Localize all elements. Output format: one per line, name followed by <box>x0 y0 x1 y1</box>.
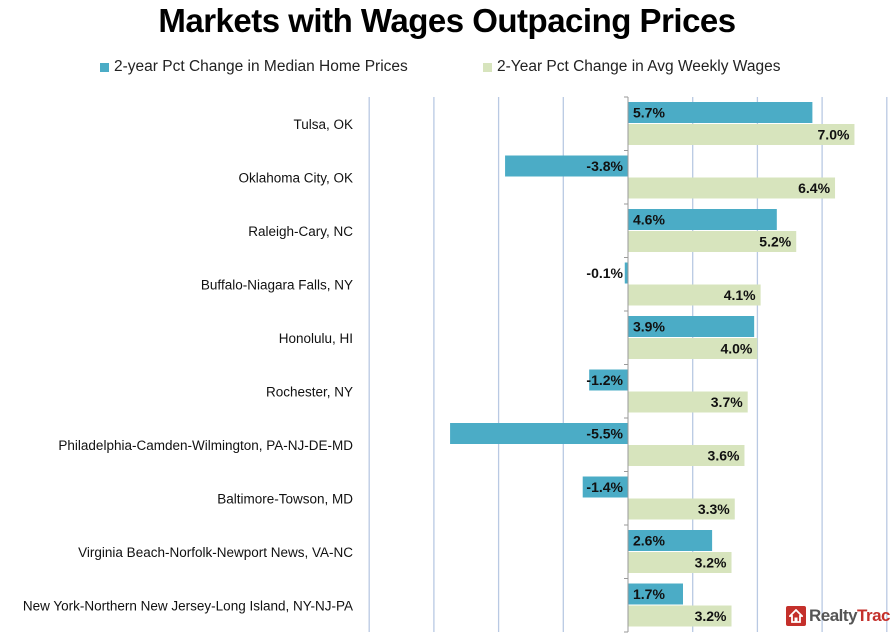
data-label-home-prices: -3.8% <box>586 158 623 174</box>
zero-axis <box>624 96 629 633</box>
data-label-wages: 3.2% <box>695 608 727 624</box>
bar-home-prices <box>505 155 628 177</box>
data-label-wages: 3.2% <box>695 555 727 571</box>
bar-home-prices <box>582 476 628 498</box>
realtytrac-logo: Realty Trac <box>786 606 891 626</box>
data-label-wages: 6.4% <box>798 180 830 196</box>
bar-wages <box>628 284 761 306</box>
category-label: Tulsa, OK <box>293 117 353 132</box>
bar-wages <box>628 338 758 359</box>
category-label: Honolulu, HI <box>279 331 353 346</box>
bar-wages <box>628 124 855 145</box>
data-label-wages: 4.0% <box>720 341 752 357</box>
category-labels: Tulsa, OK Oklahoma City, OK Raleigh-Cary, … <box>23 117 353 614</box>
data-label-home-prices: 4.6% <box>633 212 665 228</box>
bar-wages <box>628 498 735 520</box>
bar-home-prices <box>628 530 713 551</box>
data-label-home-prices: 1.7% <box>633 586 665 602</box>
data-label-home-prices: -5.5% <box>586 426 623 442</box>
bars <box>450 102 855 627</box>
legend-item-home-prices: 2-year Pct Change in Median Home Prices <box>100 58 408 76</box>
data-label-home-prices: -0.1% <box>586 265 623 281</box>
category-label: Philadelphia-Camden-Wilmington, PA-NJ-DE… <box>58 438 353 453</box>
bar-wages <box>628 445 745 466</box>
bar-home-prices <box>628 102 813 123</box>
chart-title: Markets with Wages Outpacing Prices <box>158 2 736 39</box>
data-label-home-prices: -1.4% <box>586 479 623 495</box>
bar-wages <box>628 605 732 627</box>
data-label-home-prices: -1.2% <box>586 372 623 388</box>
bar-home-prices <box>589 369 628 391</box>
data-label-wages: 5.2% <box>759 234 791 250</box>
legend-label-home-prices: 2-year Pct Change in Median Home Prices <box>114 58 408 75</box>
bar-wages <box>628 177 836 199</box>
bar-wages <box>628 391 748 413</box>
category-label: Rochester, NY <box>266 384 353 399</box>
data-label-home-prices: 3.9% <box>633 319 665 335</box>
category-label: New York-Northern New Jersey-Long Island… <box>23 598 353 613</box>
data-label-wages: 7.0% <box>818 127 850 143</box>
data-label-wages: 4.1% <box>724 287 756 303</box>
bar-home-prices <box>628 316 755 337</box>
bar-home-prices <box>628 583 683 605</box>
legend-swatch-home-prices <box>100 62 109 72</box>
bar-wages <box>628 552 732 573</box>
logo-text-trac: Trac <box>857 606 891 625</box>
bar-home-prices <box>450 423 628 444</box>
data-label-home-prices: 2.6% <box>633 533 665 549</box>
data-label-wages: 3.7% <box>711 394 743 410</box>
house-icon <box>786 606 806 626</box>
bar-home-prices <box>628 209 777 230</box>
data-label-wages: 3.6% <box>708 448 740 464</box>
data-label-home-prices: 5.7% <box>633 105 665 121</box>
legend-label-wages: 2-Year Pct Change in Avg Weekly Wages <box>497 58 781 75</box>
logo-text-realty: Realty <box>809 606 858 625</box>
bar-wages <box>628 231 797 252</box>
legend-item-wages: 2-Year Pct Change in Avg Weekly Wages <box>483 58 780 76</box>
category-label: Raleigh-Cary, NC <box>248 224 353 239</box>
category-label: Buffalo-Niagara Falls, NY <box>201 277 353 292</box>
data-label-wages: 3.3% <box>698 501 730 517</box>
category-label: Oklahoma City, OK <box>238 170 353 185</box>
legend-swatch-wages <box>483 62 492 72</box>
category-label: Virginia Beach-Norfolk-Newport News, VA-… <box>78 545 353 560</box>
bar-home-prices <box>624 262 628 284</box>
data-labels: 5.7% 7.0% -3.8% 6.4% 4.6% 5.2% -0.1% 4.1% 3.9% 4.… <box>586 105 850 625</box>
category-label: Baltimore-Towson, MD <box>217 491 353 506</box>
